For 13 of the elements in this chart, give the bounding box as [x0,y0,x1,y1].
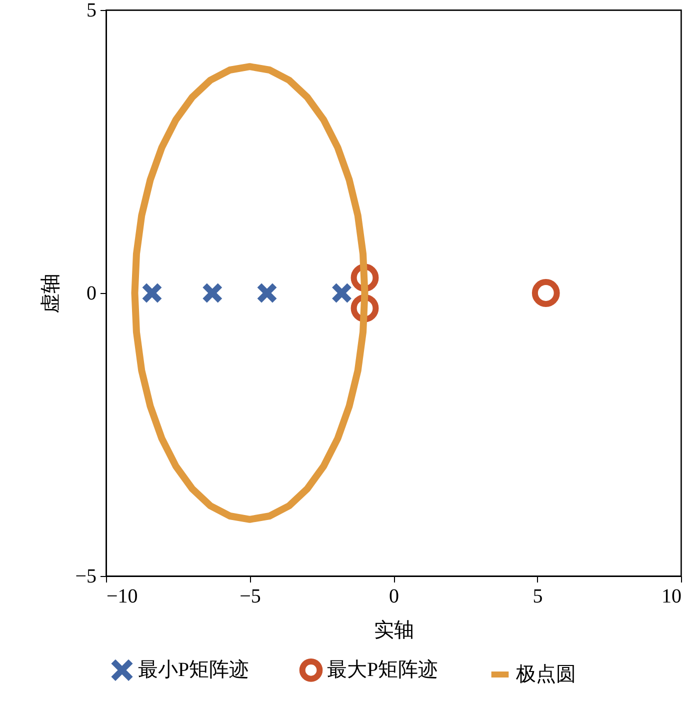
x-tick-label: 10 [662,586,682,608]
legend-label: 极点圆 [515,664,576,686]
legend-label: 最大P矩阵迹 [327,659,438,682]
x-tick-label: −5 [240,586,261,608]
x-tick-label: 5 [532,586,543,608]
y-tick-label: −5 [75,566,96,588]
x-tick-label: −10 [106,586,138,608]
x-tick-label: 0 [389,586,399,608]
legend-label: 最小P矩阵迹 [138,659,250,682]
y-axis-title: 虚轴 [40,274,62,314]
y-tick-label: 5 [86,0,96,22]
x-axis-title: 实轴 [374,620,414,642]
y-tick-label: 0 [86,282,96,304]
